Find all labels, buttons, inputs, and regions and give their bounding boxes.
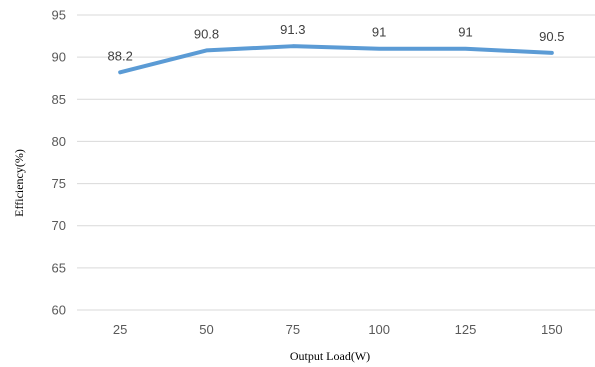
data-label: 90.5 xyxy=(539,29,564,44)
y-tick-label: 75 xyxy=(52,176,66,191)
x-tick-label: 25 xyxy=(113,322,127,337)
data-label: 91 xyxy=(372,25,386,40)
data-label: 91.3 xyxy=(280,22,305,37)
data-label: 91 xyxy=(458,25,472,40)
x-tick-label: 150 xyxy=(541,322,563,337)
series-line xyxy=(118,44,554,75)
y-tick-label: 70 xyxy=(52,218,66,233)
x-axis-title: Output Load(W) xyxy=(290,349,370,363)
x-axis-ticks: 25 50 75 100 125 150 xyxy=(113,322,563,337)
x-tick-label: 125 xyxy=(455,322,477,337)
data-label: 88.2 xyxy=(108,48,133,63)
gridlines xyxy=(77,14,595,311)
y-tick-label: 65 xyxy=(52,260,66,275)
y-tick-label: 90 xyxy=(52,50,66,65)
data-label: 90.8 xyxy=(194,26,219,41)
y-axis-ticks: 60 65 70 75 80 85 90 95 xyxy=(52,8,66,318)
y-tick-label: 60 xyxy=(52,303,66,318)
y-tick-label: 95 xyxy=(52,8,66,23)
x-tick-label: 50 xyxy=(199,322,213,337)
series-layer xyxy=(118,44,554,75)
x-tick-label: 100 xyxy=(368,322,390,337)
y-tick-label: 85 xyxy=(52,92,66,107)
y-tick-label: 80 xyxy=(52,134,66,149)
data-labels: 88.2 90.8 91.3 91 91 90.5 xyxy=(108,22,565,63)
x-tick-label: 75 xyxy=(286,322,300,337)
y-axis-title: Efficiency(%) xyxy=(12,149,26,217)
